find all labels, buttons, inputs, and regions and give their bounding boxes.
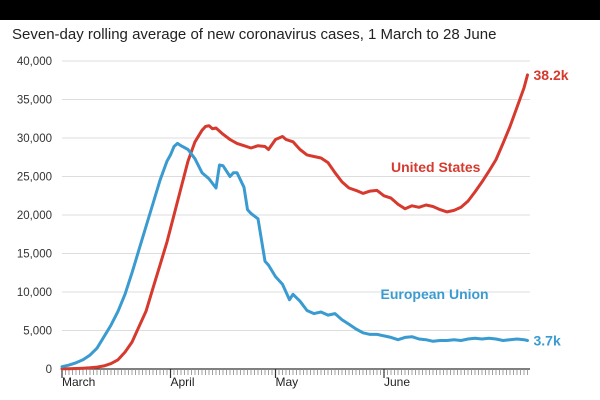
y-tick-label: 0 <box>46 364 52 376</box>
series-labels: 38.2k 3.7k United States European Union <box>381 67 569 349</box>
axes: 0 5,000 10,000 15,000 20,000 25,000 30,000 35,0… <box>17 56 530 389</box>
series-line-european_union <box>60 141 529 369</box>
y-tick-label: 5,000 <box>23 326 52 338</box>
series-name-united_states: United States <box>391 159 481 175</box>
x-tick-label: May <box>276 375 299 389</box>
end-label-united_states: 38.2k <box>534 67 569 83</box>
y-tick-label: 35,000 <box>17 95 52 107</box>
x-tick-label: March <box>62 375 95 389</box>
chart-title: Seven-day rolling average of new coronav… <box>12 26 497 43</box>
y-tick-label: 25,000 <box>17 172 52 184</box>
gridlines <box>62 60 530 331</box>
x-tick-label: April <box>171 375 195 389</box>
series-lines <box>60 73 529 371</box>
y-tick-label: 20,000 <box>17 210 52 222</box>
top-bar <box>0 0 600 20</box>
y-tick-label: 40,000 <box>17 56 52 68</box>
y-tick-label: 15,000 <box>17 249 52 261</box>
y-tick-label: 10,000 <box>17 287 52 299</box>
end-label-european_union: 3.7k <box>534 333 561 349</box>
series-name-european_union: European Union <box>381 286 489 302</box>
y-tick-label: 30,000 <box>17 133 52 145</box>
series-line-united_states <box>60 73 529 371</box>
x-tick-label: June <box>384 375 410 389</box>
